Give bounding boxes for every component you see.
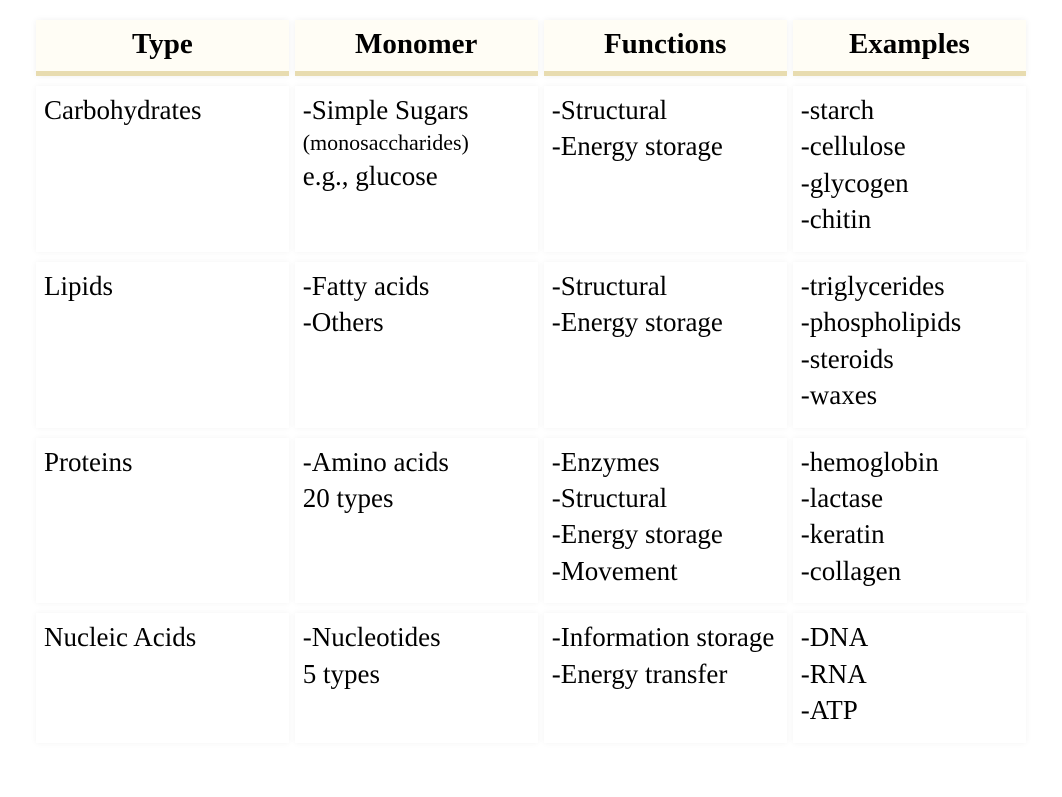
cell-functions: -Structural -Energy storage [544, 262, 787, 428]
table-row: Carbohydrates -Simple Sugars (monosaccha… [36, 86, 1026, 252]
cell-line: -Amino acids [303, 444, 530, 480]
cell-line: -steroids [801, 341, 1018, 377]
cell-line: -Energy storage [552, 516, 779, 552]
cell-line: -Energy storage [552, 304, 779, 340]
cell-line: -Structural [552, 268, 779, 304]
cell-type: Carbohydrates [36, 86, 289, 252]
cell-line: -cellulose [801, 128, 1018, 164]
column-header-examples: Examples [793, 20, 1026, 76]
table-row: Proteins -Amino acids 20 types -Enzymes … [36, 438, 1026, 604]
column-header-type: Type [36, 20, 289, 76]
cell-line: -Information storage [552, 619, 779, 655]
cell-line: -Enzymes [552, 444, 779, 480]
cell-line: -hemoglobin [801, 444, 1018, 480]
cell-line: -Energy transfer [552, 656, 779, 692]
cell-examples: -DNA -RNA -ATP [793, 613, 1026, 742]
table-header-row: Type Monomer Functions Examples [36, 20, 1026, 76]
cell-line: -starch [801, 92, 1018, 128]
cell-line: -Nucleotides [303, 619, 530, 655]
cell-line: -lactase [801, 480, 1018, 516]
cell-line: -Fatty acids [303, 268, 530, 304]
column-header-functions: Functions [544, 20, 787, 76]
cell-examples: -hemoglobin -lactase -keratin -collagen [793, 438, 1026, 604]
cell-line: 20 types [303, 480, 530, 516]
cell-line: -triglycerides [801, 268, 1018, 304]
cell-functions: -Structural -Energy storage [544, 86, 787, 252]
cell-line: -DNA [801, 619, 1018, 655]
table-container: Type Monomer Functions Examples Carbohyd… [0, 0, 1062, 773]
cell-monomer: -Fatty acids -Others [295, 262, 538, 428]
cell-line: e.g., glucose [303, 158, 530, 194]
cell-functions: -Enzymes -Structural -Energy storage -Mo… [544, 438, 787, 604]
cell-examples: -triglycerides -phospholipids -steroids … [793, 262, 1026, 428]
table-row: Nucleic Acids -Nucleotides 5 types -Info… [36, 613, 1026, 742]
cell-type: Lipids [36, 262, 289, 428]
cell-examples: -starch -cellulose -glycogen -chitin [793, 86, 1026, 252]
cell-type: Proteins [36, 438, 289, 604]
cell-line: -Structural [552, 480, 779, 516]
cell-functions: -Information storage -Energy transfer [544, 613, 787, 742]
cell-line: (monosaccharides) [303, 128, 530, 158]
cell-line: -phospholipids [801, 304, 1018, 340]
biomolecules-table: Type Monomer Functions Examples Carbohyd… [30, 10, 1032, 753]
cell-line: 5 types [303, 656, 530, 692]
cell-line: -RNA [801, 656, 1018, 692]
cell-line: -glycogen [801, 165, 1018, 201]
cell-line: -collagen [801, 553, 1018, 589]
cell-monomer: -Nucleotides 5 types [295, 613, 538, 742]
cell-monomer: -Amino acids 20 types [295, 438, 538, 604]
cell-line: -Simple Sugars [303, 92, 530, 128]
cell-line: -Energy storage [552, 128, 779, 164]
cell-line: -Movement [552, 553, 779, 589]
table-row: Lipids -Fatty acids -Others -Structural … [36, 262, 1026, 428]
column-header-monomer: Monomer [295, 20, 538, 76]
cell-type: Nucleic Acids [36, 613, 289, 742]
cell-line: -Others [303, 304, 530, 340]
cell-line: -ATP [801, 692, 1018, 728]
cell-line: -chitin [801, 201, 1018, 237]
cell-line: -waxes [801, 377, 1018, 413]
cell-line: -Structural [552, 92, 779, 128]
cell-line: -keratin [801, 516, 1018, 552]
cell-monomer: -Simple Sugars (monosaccharides) e.g., g… [295, 86, 538, 252]
